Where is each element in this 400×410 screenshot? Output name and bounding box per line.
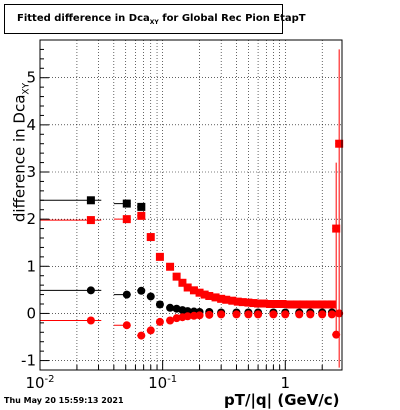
square-marker	[335, 139, 344, 148]
square-marker	[122, 215, 131, 224]
square-marker	[205, 291, 214, 300]
square-marker	[332, 224, 341, 233]
x-tick-label: 10-2	[25, 374, 54, 392]
circle-marker	[122, 290, 131, 299]
circle-marker	[205, 310, 214, 319]
data-points	[86, 139, 344, 340]
x-tick-label: 1	[281, 374, 291, 392]
square-marker	[222, 295, 231, 304]
square-marker	[146, 233, 155, 242]
circle-marker	[155, 300, 164, 309]
circle-marker	[232, 310, 241, 319]
circle-marker	[318, 310, 327, 319]
square-marker	[178, 278, 187, 287]
square-marker	[228, 296, 237, 305]
square-marker	[217, 294, 226, 303]
square-marker	[265, 300, 274, 308]
square-marker	[249, 299, 258, 308]
circle-marker	[269, 310, 278, 319]
square-marker	[233, 297, 242, 306]
circle-marker	[86, 316, 95, 325]
square-marker	[183, 283, 192, 292]
circle-marker	[86, 286, 95, 295]
y-tick-label: 3	[26, 163, 36, 181]
square-marker	[244, 298, 253, 307]
circle-marker	[146, 292, 155, 301]
square-marker	[86, 216, 95, 225]
square-marker	[254, 299, 263, 308]
circle-marker	[335, 309, 344, 318]
x-tick-label: 10-1	[148, 374, 177, 392]
circle-marker	[137, 331, 146, 340]
circle-marker	[254, 310, 263, 319]
y-axis-label: difference in DcaXY	[10, 82, 32, 223]
circle-marker	[327, 310, 336, 319]
circle-marker	[146, 326, 155, 335]
square-marker	[172, 272, 181, 281]
square-marker	[195, 288, 204, 297]
circle-marker	[166, 316, 175, 325]
square-marker	[211, 293, 220, 302]
y-tick-label: 0	[26, 304, 36, 322]
circle-marker	[217, 310, 226, 319]
y-tick-label: 4	[26, 116, 36, 134]
square-marker	[137, 202, 146, 211]
square-marker	[137, 211, 146, 220]
square-marker	[327, 300, 336, 309]
square-marker	[259, 299, 268, 308]
square-marker	[238, 298, 247, 307]
chart-title-box: Fitted difference in DcaXY for Global Re…	[4, 4, 306, 34]
y-tick-label: 5	[26, 69, 36, 87]
axes: -1 0 1 2 3 4 5 10-2 10-1 1	[21, 39, 343, 392]
circle-marker	[281, 310, 290, 319]
circle-marker	[195, 311, 204, 320]
circle-marker	[137, 286, 146, 295]
square-marker	[272, 300, 281, 308]
chart-title: Fitted difference in DcaXY for Global Re…	[17, 13, 306, 26]
square-marker	[189, 286, 198, 295]
y-tick-label: -1	[21, 352, 36, 370]
circle-marker	[244, 310, 253, 319]
square-marker	[122, 199, 131, 208]
y-tick-label: 1	[26, 257, 36, 275]
circle-marker	[166, 303, 175, 312]
square-marker	[86, 196, 95, 205]
square-marker	[166, 262, 175, 271]
square-marker	[306, 300, 315, 309]
square-marker	[318, 300, 327, 309]
circle-marker	[295, 310, 304, 319]
y-tick-label: 2	[26, 210, 36, 228]
circle-marker	[332, 330, 341, 339]
error-bars	[40, 49, 342, 368]
x-axis-label: pT/|q| (GeV/c)	[224, 391, 340, 409]
circle-marker	[306, 310, 315, 319]
square-marker	[299, 300, 308, 309]
square-marker	[278, 300, 287, 308]
timestamp: Thu May 20 15:59:13 2021	[4, 396, 124, 405]
plot-frame	[39, 39, 343, 371]
square-marker	[312, 300, 321, 309]
square-marker	[286, 300, 295, 309]
circle-marker	[122, 321, 131, 330]
square-marker	[323, 300, 332, 309]
square-marker	[293, 300, 302, 309]
square-marker	[200, 290, 209, 299]
circle-marker	[183, 312, 192, 321]
square-marker	[155, 252, 164, 261]
circle-marker	[155, 317, 164, 326]
